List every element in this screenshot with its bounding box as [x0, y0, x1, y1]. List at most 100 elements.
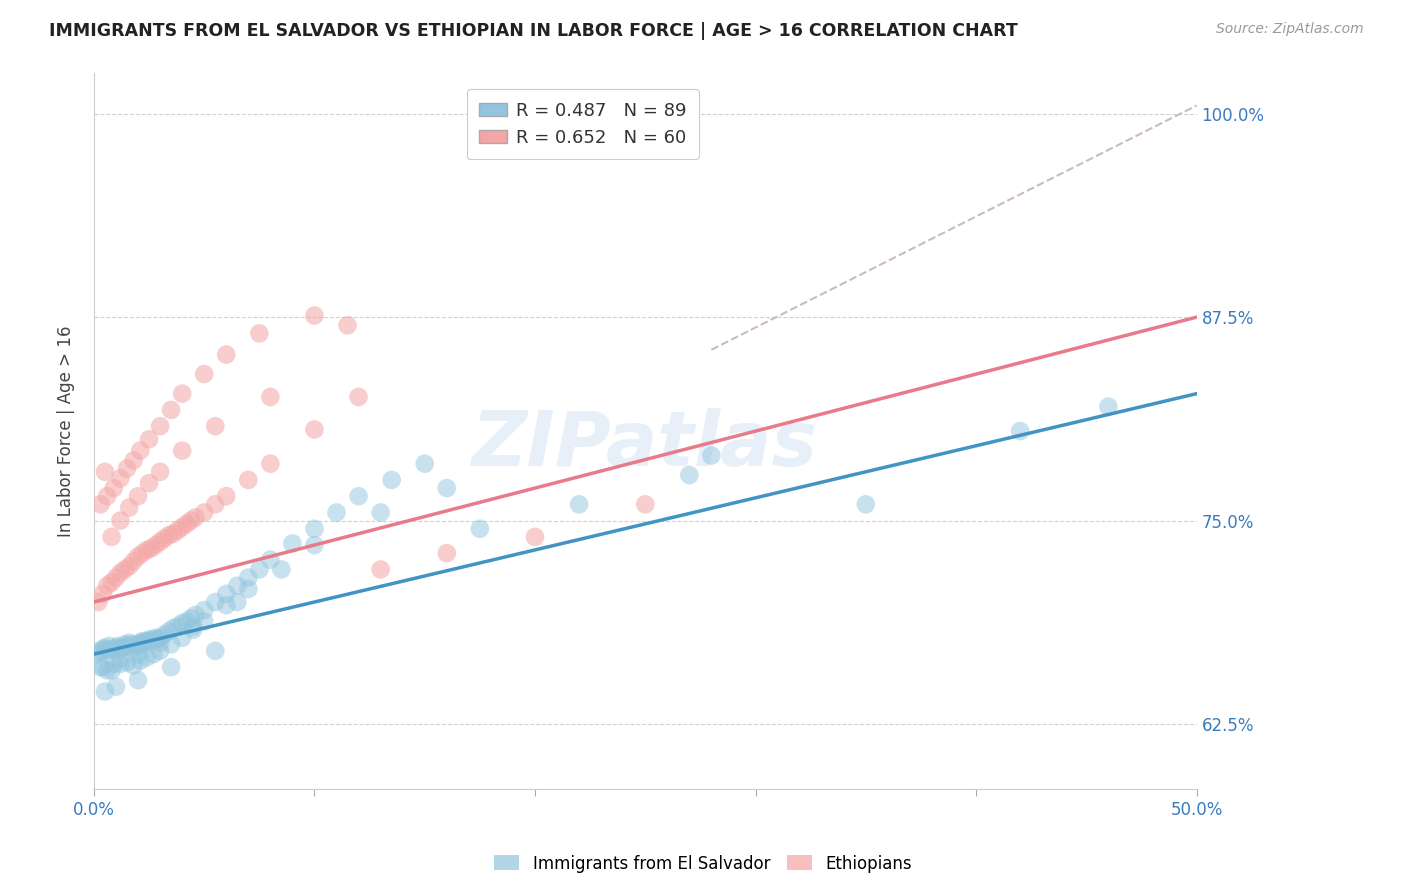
- Point: [160, 660, 183, 674]
- Point: [115, 639, 138, 653]
- Point: [96, 642, 118, 657]
- Point: [304, 309, 326, 323]
- Point: [193, 506, 215, 520]
- Point: [149, 636, 172, 650]
- Point: [468, 522, 491, 536]
- Point: [91, 587, 114, 601]
- Point: [100, 664, 122, 678]
- Point: [204, 497, 226, 511]
- Point: [172, 386, 194, 401]
- Point: [226, 595, 249, 609]
- Point: [110, 652, 132, 666]
- Point: [166, 619, 188, 633]
- Point: [127, 673, 149, 688]
- Point: [149, 534, 172, 549]
- Point: [110, 657, 132, 671]
- Point: [180, 611, 202, 625]
- Point: [103, 642, 125, 657]
- Point: [238, 571, 260, 585]
- Point: [176, 516, 198, 531]
- Point: [94, 465, 117, 479]
- Point: [176, 615, 198, 629]
- Point: [90, 497, 112, 511]
- Point: [120, 637, 142, 651]
- Point: [153, 627, 176, 641]
- Point: [270, 562, 292, 576]
- Point: [115, 461, 138, 475]
- Point: [138, 632, 160, 647]
- Point: [131, 546, 153, 560]
- Point: [166, 524, 188, 538]
- Point: [162, 621, 184, 635]
- Point: [568, 497, 591, 511]
- Point: [149, 419, 172, 434]
- Point: [157, 624, 180, 639]
- Point: [100, 644, 122, 658]
- Point: [104, 640, 127, 655]
- Point: [184, 608, 207, 623]
- Point: [134, 636, 156, 650]
- Point: [336, 318, 359, 333]
- Point: [122, 453, 145, 467]
- Point: [118, 559, 141, 574]
- Point: [160, 403, 183, 417]
- Point: [204, 595, 226, 609]
- Point: [91, 660, 114, 674]
- Point: [96, 579, 118, 593]
- Text: Source: ZipAtlas.com: Source: ZipAtlas.com: [1216, 22, 1364, 37]
- Point: [259, 390, 281, 404]
- Point: [131, 634, 153, 648]
- Point: [118, 636, 141, 650]
- Point: [142, 647, 165, 661]
- Point: [127, 647, 149, 661]
- Text: ZIPatlas: ZIPatlas: [472, 409, 818, 483]
- Point: [146, 632, 169, 647]
- Point: [142, 632, 165, 647]
- Point: [103, 657, 125, 671]
- Point: [141, 634, 163, 648]
- Point: [259, 457, 281, 471]
- Point: [87, 647, 110, 661]
- Point: [91, 642, 114, 657]
- Point: [157, 528, 180, 542]
- Point: [90, 660, 112, 674]
- Point: [226, 579, 249, 593]
- Point: [94, 640, 117, 655]
- Point: [110, 566, 132, 580]
- Point: [118, 500, 141, 515]
- Point: [370, 562, 392, 576]
- Point: [325, 506, 347, 520]
- Point: [238, 582, 260, 596]
- Point: [100, 530, 122, 544]
- Point: [138, 432, 160, 446]
- Point: [247, 326, 270, 341]
- Point: [204, 644, 226, 658]
- Y-axis label: In Labor Force | Age > 16: In Labor Force | Age > 16: [58, 326, 75, 537]
- Point: [135, 634, 157, 648]
- Point: [215, 348, 238, 362]
- Point: [180, 514, 202, 528]
- Point: [215, 599, 238, 613]
- Point: [347, 489, 370, 503]
- Point: [160, 637, 183, 651]
- Point: [855, 497, 877, 511]
- Point: [193, 367, 215, 381]
- Point: [107, 639, 129, 653]
- Point: [122, 640, 145, 655]
- Point: [145, 538, 167, 552]
- Point: [172, 616, 194, 631]
- Point: [153, 532, 176, 546]
- Point: [110, 642, 132, 657]
- Point: [141, 541, 163, 556]
- Point: [87, 595, 110, 609]
- Legend: Immigrants from El Salvador, Ethiopians: Immigrants from El Salvador, Ethiopians: [488, 848, 918, 880]
- Point: [259, 552, 281, 566]
- Point: [347, 390, 370, 404]
- Point: [678, 468, 700, 483]
- Point: [115, 655, 138, 669]
- Point: [96, 664, 118, 678]
- Point: [129, 654, 152, 668]
- Point: [127, 489, 149, 503]
- Point: [98, 639, 121, 653]
- Point: [149, 465, 172, 479]
